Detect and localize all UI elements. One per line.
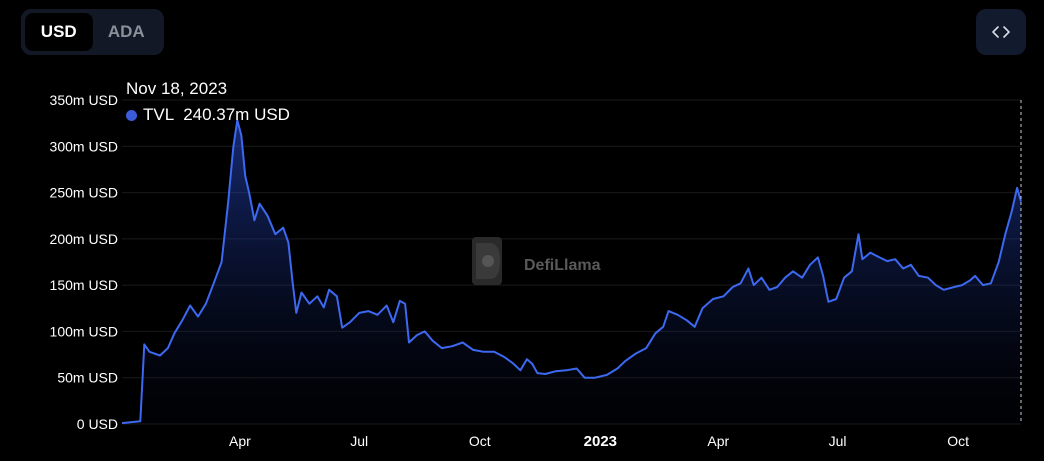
ada-toggle-button[interactable]: ADA <box>93 13 161 51</box>
watermark: DefiLlama <box>472 237 601 285</box>
x-tick-label: 2023 <box>584 433 617 450</box>
tooltip-date: Nov 18, 2023 <box>126 79 228 98</box>
embed-button[interactable] <box>976 9 1026 55</box>
x-tick-label: Jul <box>829 433 847 449</box>
tvl-area-fill <box>122 120 1021 425</box>
tooltip-series-dot <box>126 109 137 121</box>
y-tick-label: 150m USD <box>50 277 118 293</box>
tooltip-series-row: TVL 240.37m USD <box>126 105 290 125</box>
y-tick-label: 300m USD <box>50 138 118 154</box>
tvl-series-line <box>121 119 1022 425</box>
x-tick-label: Oct <box>947 433 969 449</box>
x-tick-label: Apr <box>229 433 251 449</box>
y-tick-label: 350m USD <box>50 92 118 108</box>
tooltip-series-value: 240.37m USD <box>183 105 290 124</box>
x-tick-label: Apr <box>707 433 729 449</box>
x-axis: Apr Jul Oct 2023 Apr Jul Oct <box>229 433 969 450</box>
y-tick-label: 50m USD <box>57 370 118 386</box>
y-tick-label: 250m USD <box>50 185 118 201</box>
y-tick-label: 0 USD <box>77 416 118 432</box>
tooltip-series-name: TVL <box>143 105 175 124</box>
x-tick-label: Jul <box>350 433 368 449</box>
currency-toggle: USD ADA <box>21 9 164 55</box>
watermark-text: DefiLlama <box>524 257 601 274</box>
y-tick-label: 200m USD <box>50 231 118 247</box>
y-tick-label: 100m USD <box>50 323 118 339</box>
y-axis: 0 USD 50m USD 100m USD 150m USD 200m USD 250m… <box>50 92 118 432</box>
defillama-logo-icon <box>472 237 502 285</box>
usd-toggle-button[interactable]: USD <box>25 13 93 51</box>
x-tick-label: Oct <box>469 433 491 449</box>
code-brackets-icon <box>992 26 1010 38</box>
